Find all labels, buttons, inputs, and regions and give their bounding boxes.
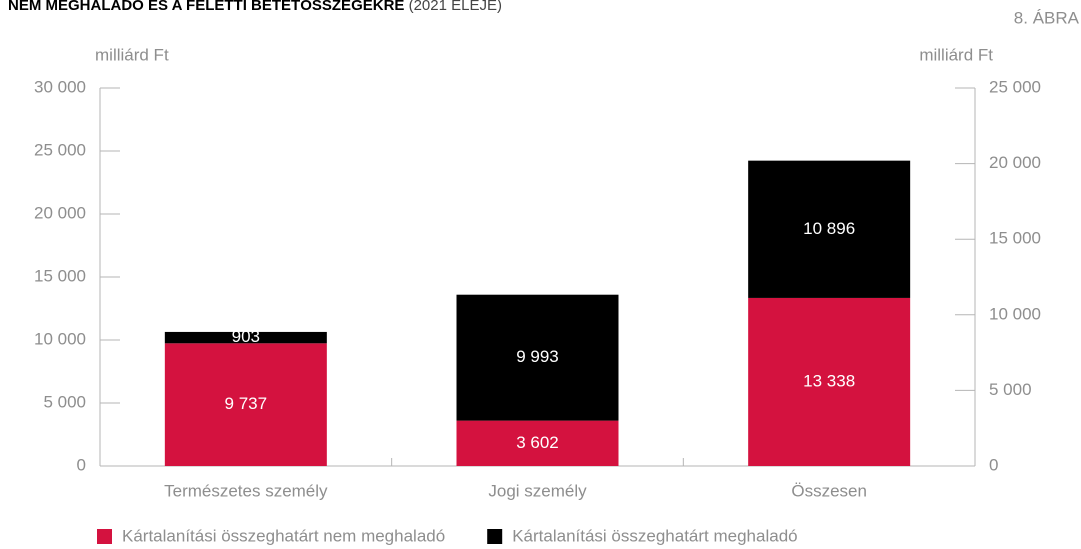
y-tick-label: 20 000 — [34, 203, 86, 222]
title-main: NEM MEGHALADÓ ÉS A FELETTI BETÉTÖSSZEGEK… — [8, 0, 404, 14]
bar-segment — [456, 420, 619, 466]
figure-label: 8. ÁBRA — [1014, 8, 1080, 27]
y-tick-label: 15 000 — [34, 266, 86, 285]
legend-label: Kártalanítási összeghatárt meghaladó — [512, 526, 797, 545]
legend-swatch — [97, 529, 112, 544]
y2-axis-label: milliárd Ft — [919, 45, 993, 64]
bar-segment — [748, 160, 911, 298]
bar-segment — [748, 297, 911, 466]
legend-label: Kártalanítási összeghatárt nem meghaladó — [122, 526, 445, 545]
y2-tick-label: 5 000 — [989, 380, 1032, 399]
y-tick-label: 0 — [77, 455, 86, 474]
chart-title: NEM MEGHALADÓ ÉS A FELETTI BETÉTÖSSZEGEK… — [8, 0, 502, 14]
bar-value-label: 3 602 — [516, 433, 559, 452]
bar-segment — [164, 331, 327, 344]
y-tick-label: 30 000 — [34, 77, 86, 96]
x-tick-label: Jogi személy — [488, 481, 587, 500]
x-tick-label: Összesen — [791, 481, 867, 500]
bar-value-label: 9 993 — [516, 347, 559, 366]
bar-value-label: 9 737 — [225, 394, 268, 413]
y-tick-label: 25 000 — [34, 140, 86, 159]
title-note: (2021 ELEJE) — [409, 0, 502, 14]
bar-value-label: 10 896 — [803, 219, 855, 238]
y-axis-label: milliárd Ft — [95, 45, 169, 64]
y2-tick-label: 15 000 — [989, 229, 1041, 248]
y2-tick-label: 0 — [989, 455, 998, 474]
bar-value-label: 13 338 — [803, 371, 855, 390]
bar-segment — [456, 294, 619, 421]
y-tick-label: 5 000 — [43, 392, 86, 411]
bar-value-label: 903 — [232, 327, 260, 346]
x-tick-label: Természetes személy — [164, 481, 328, 500]
legend-swatch — [487, 529, 503, 544]
y2-tick-label: 25 000 — [989, 77, 1041, 96]
y2-tick-label: 10 000 — [989, 304, 1041, 323]
bar-segment — [164, 343, 327, 466]
y-tick-label: 10 000 — [34, 329, 86, 348]
y2-tick-label: 20 000 — [989, 153, 1041, 172]
